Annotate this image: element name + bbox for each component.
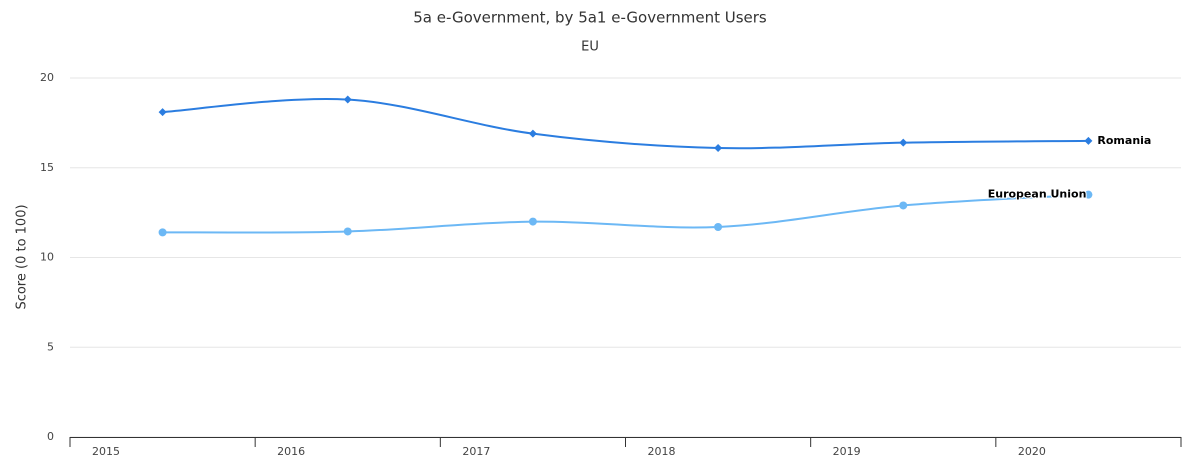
x-tick-label: 2016: [277, 445, 305, 458]
point-marker: [158, 108, 167, 117]
point-marker: [899, 138, 908, 147]
y-tick-label: 15: [40, 161, 54, 174]
point-marker: [714, 222, 723, 231]
point-marker: [714, 144, 723, 153]
y-tick-label: 0: [47, 430, 54, 443]
series-label: Romania: [1097, 134, 1151, 147]
point-marker: [528, 129, 537, 138]
series-line: [162, 97, 1089, 150]
series-line: [162, 193, 1089, 234]
y-tick-label: 20: [40, 71, 54, 84]
point-marker: [158, 228, 167, 237]
y-tick-label: 10: [40, 251, 54, 264]
chart-title: 5a e-Government, by 5a1 e-Government Use…: [413, 9, 767, 27]
x-tick-label: 2018: [648, 445, 676, 458]
point-marker: [343, 227, 352, 236]
y-tick-label: 5: [47, 340, 54, 353]
x-tick-label: 2015: [92, 445, 120, 458]
point-marker: [899, 201, 908, 210]
point-marker: [1084, 136, 1093, 145]
point-marker: [528, 217, 537, 226]
series-label: European Union: [988, 188, 1087, 201]
y-axis-label: Score (0 to 100): [15, 204, 30, 309]
chart-subtitle: EU: [581, 40, 599, 55]
x-tick-label: 2020: [1018, 445, 1046, 458]
x-tick-label: 2017: [462, 445, 490, 458]
point-marker: [1084, 190, 1093, 199]
x-tick-label: 2019: [833, 445, 861, 458]
point-marker: [343, 95, 352, 104]
